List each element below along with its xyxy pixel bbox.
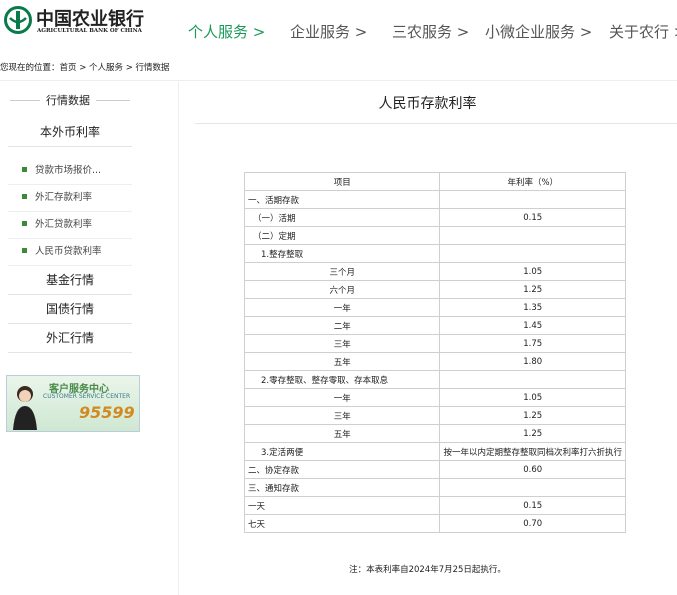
item-cell: 一天 bbox=[243, 496, 441, 515]
rate-cell bbox=[439, 244, 626, 263]
rate-cell: 0.70 bbox=[439, 514, 626, 533]
table-row: 三年 1.75 bbox=[243, 334, 626, 353]
sidebar-item[interactable]: 基金行情 bbox=[8, 266, 132, 295]
table-row: 五年 1.25 bbox=[243, 424, 626, 443]
table-row: 一、活期存款 bbox=[243, 190, 626, 209]
table-row: 五年 1.80 bbox=[243, 352, 626, 371]
rate-cell: 按一年以内定期整存整取同档次利率打六折执行 bbox=[439, 442, 626, 461]
item-cell: 二年 bbox=[243, 316, 441, 335]
service-banner[interactable]: 客户服务中心 CUSTOMER SERVICE CENTER 95599 bbox=[6, 375, 140, 432]
rate-cell: 1.05 bbox=[439, 262, 626, 281]
table-row: （一）活期 0.15 bbox=[243, 208, 626, 227]
footnote: 注：本表利率自2024年7月25日起执行。 bbox=[349, 565, 506, 575]
item-cell: 三个月 bbox=[243, 262, 441, 281]
item-cell: 二、协定存款 bbox=[243, 460, 441, 479]
sidebar-subitem[interactable]: 贷款市场报价... bbox=[8, 158, 132, 185]
item-cell: 五年 bbox=[243, 352, 441, 371]
sidebar-item[interactable]: 国债行情 bbox=[8, 295, 132, 324]
sidebar-item[interactable]: 外汇行情 bbox=[8, 324, 132, 353]
logo-cn: 中国农业银行 bbox=[36, 9, 144, 30]
rate-cell: 1.25 bbox=[439, 424, 626, 443]
sidebar-section[interactable]: 本外币利率 bbox=[8, 118, 132, 147]
header-cell: 年利率（%） bbox=[439, 172, 626, 191]
table-row: 2.零存整取、整存零取、存本取息 bbox=[243, 370, 626, 389]
item-cell: 七天 bbox=[243, 514, 441, 533]
rate-cell bbox=[439, 370, 626, 389]
table-body: 项目 年利率（%） 一、活期存款 （一）活期 0.15 （二）定期 1.整存整取 三个月 1.… bbox=[243, 172, 626, 533]
table-row: 一年 1.35 bbox=[243, 298, 626, 317]
table-row: 六个月 1.25 bbox=[243, 280, 626, 299]
banner-subtitle: CUSTOMER SERVICE CENTER bbox=[43, 393, 131, 400]
table-row: 一年 1.05 bbox=[243, 388, 626, 407]
rate-cell: 1.05 bbox=[439, 388, 626, 407]
divider bbox=[0, 80, 677, 81]
item-cell: （一）活期 bbox=[243, 208, 441, 227]
table-row: 三、通知存款 bbox=[243, 478, 626, 497]
page-title: 人民币存款利率 bbox=[378, 96, 477, 112]
banner-title: 客户服务中心 bbox=[49, 384, 109, 395]
rate-cell: 1.35 bbox=[439, 298, 626, 317]
breadcrumb: 您现在的位置：首页 > 个人服务 > 行情数据 bbox=[0, 63, 170, 73]
table-row: （二）定期 bbox=[243, 226, 626, 245]
sidebar-border bbox=[178, 82, 179, 595]
rate-cell bbox=[439, 226, 626, 245]
nav-item[interactable]: 关于农行 > bbox=[609, 23, 677, 41]
rate-cell: 1.25 bbox=[439, 406, 626, 425]
rate-cell: 0.60 bbox=[439, 460, 626, 479]
nav-item[interactable]: 个人服务 > bbox=[188, 23, 266, 41]
rate-table: 项目 年利率（%） 一、活期存款 （一）活期 0.15 （二）定期 1.整存整取 三个月 1.… bbox=[243, 172, 626, 533]
rate-cell: 1.25 bbox=[439, 280, 626, 299]
item-cell: 3.定活两便 bbox=[243, 442, 441, 461]
banner-phone: 95599 bbox=[79, 403, 135, 422]
item-cell: 2.零存整取、整存零取、存本取息 bbox=[243, 370, 441, 389]
nav-item[interactable]: 小微企业服务 > bbox=[485, 23, 593, 41]
logo-icon bbox=[4, 6, 32, 34]
header-cell: 项目 bbox=[243, 172, 441, 191]
rate-cell: 1.75 bbox=[439, 334, 626, 353]
item-cell: 六个月 bbox=[243, 280, 441, 299]
rate-cell bbox=[439, 478, 626, 497]
item-cell: 三、通知存款 bbox=[243, 478, 441, 497]
table-row: 1.整存整取 bbox=[243, 244, 626, 263]
table-row: 二、协定存款 0.60 bbox=[243, 460, 626, 479]
item-cell: 三年 bbox=[243, 406, 441, 425]
item-cell: 一年 bbox=[243, 298, 441, 317]
item-cell: 一年 bbox=[243, 388, 441, 407]
item-cell: （二）定期 bbox=[243, 226, 441, 245]
rate-cell: 1.80 bbox=[439, 352, 626, 371]
item-cell: 三年 bbox=[243, 334, 441, 353]
banner-figure bbox=[13, 386, 37, 430]
sidebar-subitem[interactable]: 外汇存款利率 bbox=[8, 185, 132, 212]
item-cell: 1.整存整取 bbox=[243, 244, 441, 263]
rate-cell bbox=[439, 190, 626, 209]
rate-cell: 1.45 bbox=[439, 316, 626, 335]
nav-item[interactable]: 企业服务 > bbox=[290, 23, 368, 41]
item-cell: 一、活期存款 bbox=[243, 190, 441, 209]
rate-cell: 0.15 bbox=[439, 496, 626, 515]
title-rule bbox=[195, 123, 677, 124]
sidebar-subitem[interactable]: 外汇贷款利率 bbox=[8, 212, 132, 239]
sidebar-heading: 行情数据 bbox=[40, 92, 96, 108]
table-row: 三年 1.25 bbox=[243, 406, 626, 425]
table-row: 一天 0.15 bbox=[243, 496, 626, 515]
table-row: 3.定活两便 按一年以内定期整存整取同档次利率打六折执行 bbox=[243, 442, 626, 461]
sidebar-subitem[interactable]: 人民币贷款利率 bbox=[8, 239, 132, 266]
logo-en: AGRICULTURAL BANK OF CHINA bbox=[37, 28, 142, 34]
table-header: 项目 年利率（%） bbox=[243, 172, 626, 191]
nav-item[interactable]: 三农服务 > bbox=[392, 23, 470, 41]
rate-cell: 0.15 bbox=[439, 208, 626, 227]
table-row: 二年 1.45 bbox=[243, 316, 626, 335]
table-row: 三个月 1.05 bbox=[243, 262, 626, 281]
item-cell: 五年 bbox=[243, 424, 441, 443]
table-row: 七天 0.70 bbox=[243, 514, 626, 533]
